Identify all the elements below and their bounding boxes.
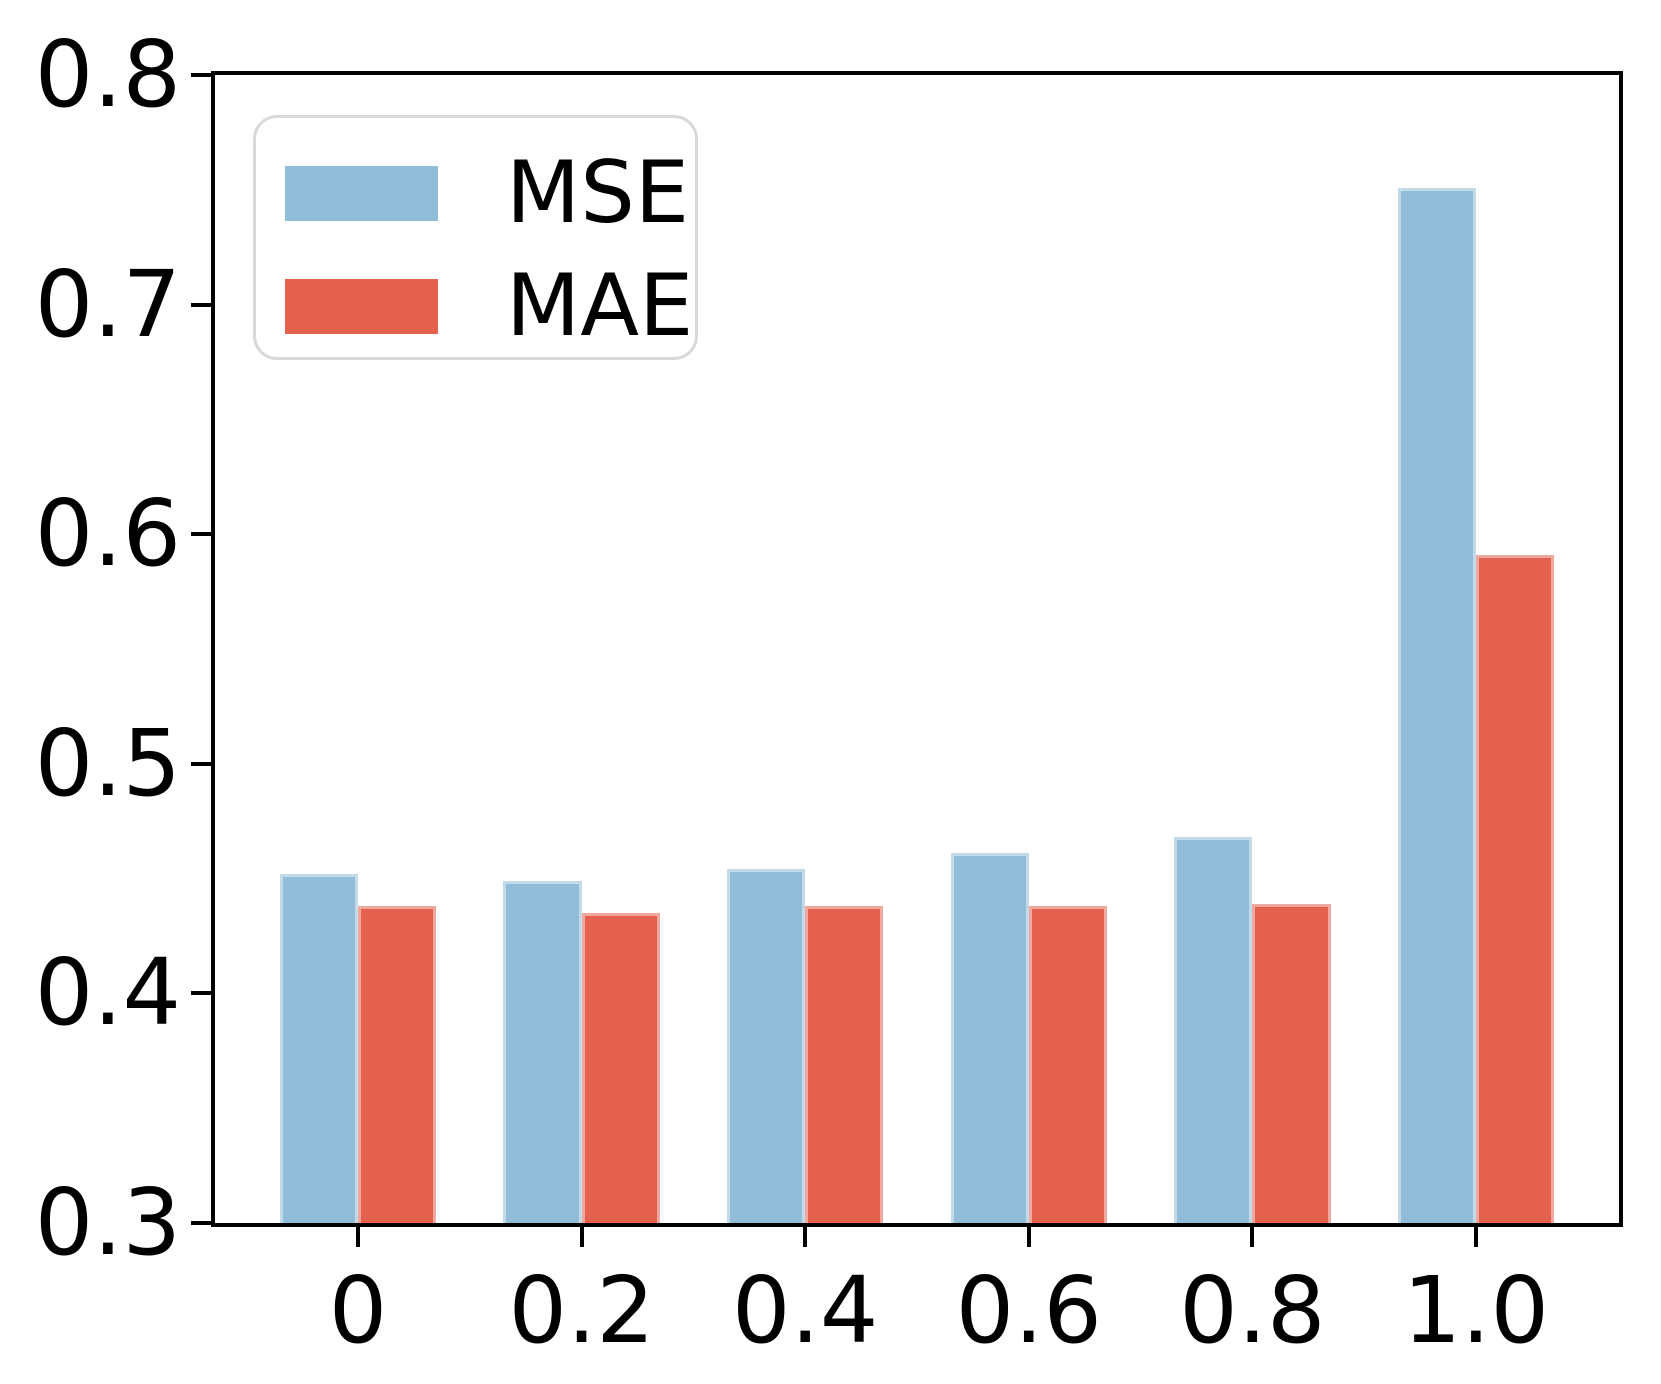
bar-mse-0.2 xyxy=(503,880,582,1223)
legend-swatch-mse xyxy=(285,165,438,221)
y-tick-mark xyxy=(191,302,211,307)
y-tick-mark xyxy=(191,1221,211,1225)
y-tick-mark xyxy=(191,532,211,537)
bar-mse-0 xyxy=(279,874,359,1223)
bar-mse-0.8 xyxy=(1174,837,1253,1223)
x-axis-tick-label: 0.2 xyxy=(508,1257,655,1364)
bar-mae-0.4 xyxy=(805,906,884,1223)
plot-area xyxy=(211,71,1623,1227)
y-tick-mark xyxy=(191,73,211,77)
bar-mae-0.6 xyxy=(1028,906,1108,1223)
x-axis-tick-label: 0.6 xyxy=(955,1257,1102,1364)
x-tick-mark xyxy=(579,1227,584,1247)
legend-item-mse: MSE xyxy=(285,150,689,236)
y-axis-tick-label: 0.8 xyxy=(34,21,181,128)
y-tick-mark xyxy=(191,991,211,996)
bar-mse-1.0 xyxy=(1397,187,1476,1223)
legend-swatch-mae xyxy=(285,278,438,334)
legend-label-mse: MSE xyxy=(506,143,690,243)
x-axis-tick-label: 0.8 xyxy=(1179,1257,1326,1364)
y-axis-tick-label: 0.5 xyxy=(34,709,181,817)
bar-mae-0.8 xyxy=(1252,903,1331,1223)
x-axis-tick-label: 1.0 xyxy=(1402,1257,1550,1364)
legend-item-mae: MAE xyxy=(285,263,693,349)
bar-mse-0.4 xyxy=(726,869,806,1223)
y-axis-tick-label: 0.4 xyxy=(34,939,181,1047)
legend-label-mae: MAE xyxy=(506,256,694,356)
x-tick-mark xyxy=(1026,1227,1031,1247)
bar-mse-0.6 xyxy=(950,853,1029,1223)
x-tick-mark xyxy=(1250,1227,1255,1247)
bar-mae-0.2 xyxy=(581,913,660,1223)
y-axis-tick-label: 0.6 xyxy=(34,480,181,588)
x-axis-tick-label: 0 xyxy=(328,1257,388,1364)
x-axis-tick-label: 0.4 xyxy=(732,1257,879,1364)
x-tick-mark xyxy=(356,1227,361,1247)
y-axis-tick-label: 0.3 xyxy=(34,1169,181,1276)
y-tick-mark xyxy=(191,761,211,766)
bar-mae-0 xyxy=(358,906,437,1223)
x-tick-mark xyxy=(803,1227,808,1247)
x-tick-mark xyxy=(1473,1227,1478,1247)
legend: MSE MAE xyxy=(253,115,698,360)
y-axis-tick-label: 0.7 xyxy=(34,250,181,358)
bar-mae-1.0 xyxy=(1475,554,1555,1223)
